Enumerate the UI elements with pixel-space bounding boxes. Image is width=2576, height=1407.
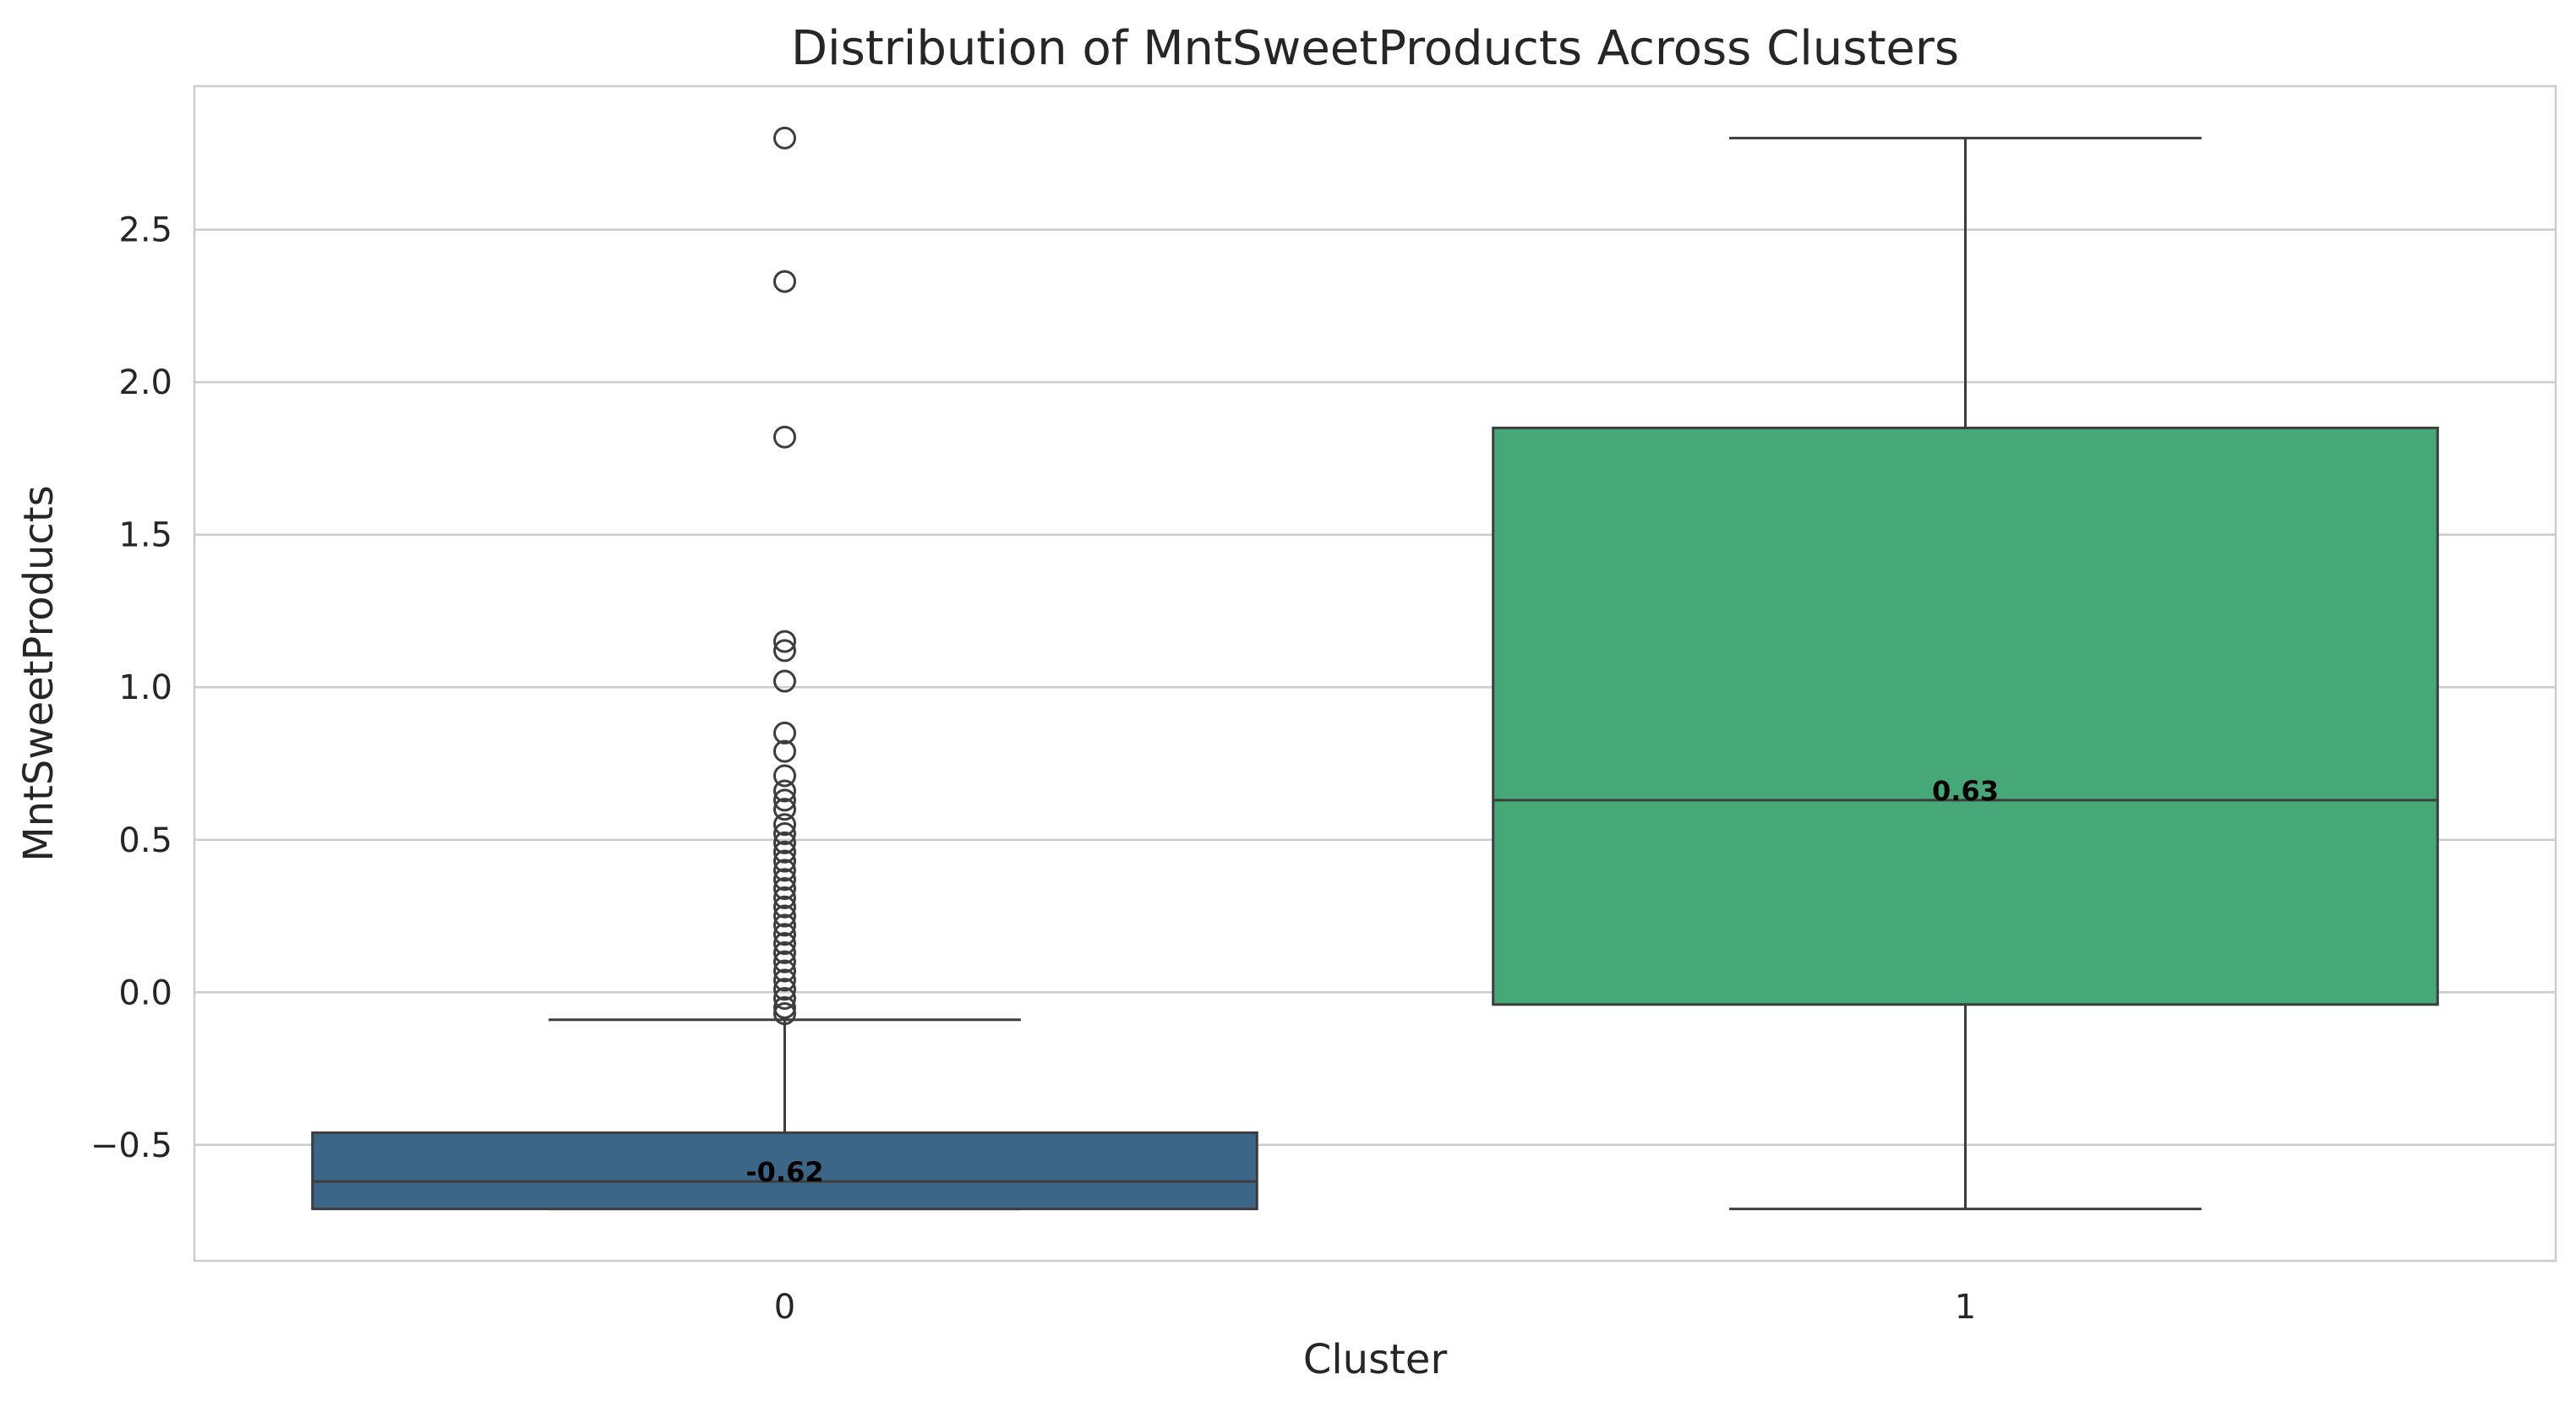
outlier-point (773, 932, 796, 956)
iqr-box (311, 1131, 1258, 1211)
outlier-point (773, 669, 796, 693)
outlier-point (773, 950, 796, 973)
y-tick-label: 2.5 (118, 211, 172, 250)
outlier-point (773, 822, 796, 846)
y-tick-label: 0.5 (118, 821, 172, 860)
outlier-point (773, 968, 796, 992)
outlier-point (773, 913, 796, 937)
chart-title: Distribution of MntSweetProducts Across … (791, 21, 1959, 76)
box-cluster-0: -0.62 (311, 126, 1258, 1211)
outlier-point (773, 978, 796, 1001)
outlier-point (773, 849, 796, 873)
x-axis-label: Cluster (1303, 1336, 1448, 1383)
median-label: 0.63 (1932, 775, 1999, 807)
y-tick-label: 1.0 (118, 668, 172, 707)
outlier-point (773, 739, 796, 763)
y-tick-label: 1.5 (118, 516, 172, 555)
box-cluster-1: 0.63 (1492, 136, 2439, 1211)
y-tick-label: −0.5 (90, 1126, 172, 1165)
outlier-point (773, 779, 796, 803)
outlier-point (773, 126, 796, 150)
x-tick-label: 1 (1955, 1288, 1976, 1327)
outlier-point (773, 904, 796, 928)
outlier-point (773, 995, 796, 1019)
iqr-box (1492, 426, 2439, 1006)
outlier-point (773, 630, 796, 653)
outlier-point (773, 788, 796, 812)
outlier-point (773, 959, 796, 983)
y-tick-label: 0.0 (118, 973, 172, 1012)
median-label: -0.62 (745, 1156, 823, 1188)
y-axis-label: MntSweetProducts (15, 485, 63, 862)
outlier-point (773, 923, 796, 946)
outlier-point (773, 987, 796, 1011)
outlier-point (773, 840, 796, 864)
outlier-point (773, 270, 796, 293)
y-tick-label: 2.0 (118, 363, 172, 402)
outlier-point (773, 1002, 796, 1026)
outlier-point (773, 764, 796, 788)
x-tick-label: 0 (774, 1288, 795, 1327)
outlier-point (773, 868, 796, 892)
ticks: −0.5 0.0 0.5 1.0 1.5 2.0 2.5 0 1 (90, 211, 1976, 1327)
outlier-point (773, 859, 796, 882)
outlier-point (773, 425, 796, 449)
outlier-point (773, 798, 796, 821)
outlier-point (773, 813, 796, 837)
outlier-point (773, 639, 796, 663)
outlier-point (773, 941, 796, 964)
outlier-point (773, 877, 796, 901)
outlier-point (773, 886, 796, 909)
outlier-point (773, 721, 796, 744)
outlier-point (773, 895, 796, 919)
boxes: -0.62 0.63 (311, 126, 2439, 1211)
outlier-point (773, 831, 796, 854)
